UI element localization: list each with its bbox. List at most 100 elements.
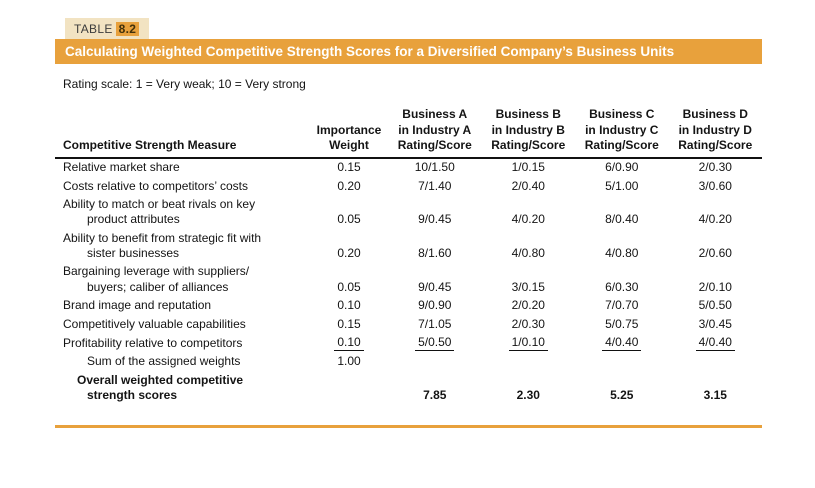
table-row: Brand image and reputation 0.10 9/0.90 2…: [55, 297, 762, 315]
col-header-business-d: Business D in Industry D Rating/Score: [668, 107, 762, 159]
measure-line: Competitively valuable capabilities: [63, 316, 246, 331]
table-tab-label: TABLE: [74, 22, 113, 36]
table-row-totals: Overall weighted competitive strength sc…: [55, 371, 762, 405]
score-cell-c: [575, 353, 669, 371]
bottom-accent-rule: [55, 424, 762, 428]
table-tab-number: 8.2: [115, 22, 140, 36]
weight-cell: 0.10: [337, 298, 361, 313]
score-cell-a: 7/1.05: [418, 316, 452, 331]
score-cell-d: 2/0.10: [698, 279, 732, 294]
score-cell-d: 4/0.20: [698, 212, 732, 227]
score-cell-a: 8/1.60: [418, 246, 452, 261]
header-line: in Industry D: [678, 122, 752, 137]
measure-line: Profitability relative to competitors: [63, 335, 243, 350]
header-line: Weight: [329, 138, 369, 153]
col-header-measure: Competitive Strength Measure: [55, 107, 310, 159]
score-cell-b: 4/0.80: [511, 246, 545, 261]
measure-cell: Costs relative to competitors’ costs: [55, 177, 310, 195]
header-line: Business B: [495, 107, 561, 121]
col-header-business-b: Business B in Industry B Rating/Score: [481, 107, 575, 159]
col-header-business-a: Business A in Industry A Rating/Score: [388, 107, 482, 159]
score-cell-a: 7/1.40: [418, 178, 452, 193]
measure-line: Relative market share: [63, 160, 180, 175]
measure-cell: Sum of the assigned weights: [55, 353, 310, 371]
score-cell-a: 5/0.50: [388, 333, 482, 352]
score-cell-a: 10/1.50: [414, 160, 455, 175]
weight-cell: 0.15: [337, 160, 361, 175]
score-cell-c: 5.25: [610, 387, 634, 402]
rating-scale-note: Rating scale: 1 = Very weak; 10 = Very s…: [63, 77, 306, 91]
header-line: Rating/Score: [678, 138, 753, 153]
measure-cell: Overall weighted competitive strength sc…: [55, 371, 310, 405]
score-cell-d: 2/0.30: [698, 160, 732, 175]
measure-cell: Relative market share: [55, 158, 310, 177]
weight-cell: 0.20: [337, 246, 361, 261]
weight-cell: 0.20: [337, 178, 361, 193]
table-title-banner: Calculating Weighted Competitive Strengt…: [55, 39, 762, 64]
score-cell-a: 9/0.45: [418, 279, 452, 294]
table-row: Costs relative to competitors’ costs 0.2…: [55, 177, 762, 195]
score-cell-b: 2/0.20: [511, 298, 545, 313]
table-row: Profitability relative to competitors 0.…: [55, 333, 762, 352]
score-cell-c: 6/0.90: [605, 160, 639, 175]
score-cell-c: 5/0.75: [605, 316, 639, 331]
measure-cell: Competitively valuable capabilities: [55, 315, 310, 333]
table-tab: TABLE 8.2: [65, 18, 150, 39]
weight-cell: 1.00: [337, 354, 361, 369]
score-cell-d: 4/0.40: [669, 333, 763, 352]
weight-cell: 0.15: [337, 316, 361, 331]
measure-cell: Profitability relative to competitors: [55, 333, 310, 352]
score-cell-c: 4/0.40: [575, 333, 669, 352]
header-line: Business C: [589, 107, 655, 121]
weight-value-underlined: 0.10: [334, 335, 364, 352]
header-row: Competitive Strength Measure Importance …: [55, 107, 762, 159]
score-cell-b: 4/0.20: [511, 212, 545, 227]
table-title: Calculating Weighted Competitive Strengt…: [65, 44, 675, 59]
score-cell-a: 9/0.45: [418, 212, 452, 227]
weight-cell: 0.10: [310, 333, 388, 352]
score-cell-d: 3/0.45: [698, 316, 732, 331]
col-header-business-c: Business C in Industry C Rating/Score: [575, 107, 669, 159]
header-line: Business D: [682, 107, 748, 121]
measure-line: Bargaining leverage with suppliers/: [63, 264, 250, 279]
score-cell-b: 2.30: [516, 387, 540, 402]
weight-cell: 0.05: [337, 279, 361, 294]
score-cell-d: 3.15: [703, 387, 727, 402]
table-body: Relative market share 0.15 10/1.50 1/0.1…: [55, 158, 762, 405]
score-cell-c: 6/0.30: [605, 279, 639, 294]
header-line: in Industry B: [491, 122, 565, 137]
table-header: Competitive Strength Measure Importance …: [55, 107, 762, 159]
weight-cell: [310, 371, 388, 405]
score-value-underlined: 4/0.40: [602, 335, 642, 352]
header-line: in Industry A: [398, 122, 472, 137]
col-header-weight: Importance Weight: [310, 107, 388, 159]
score-value-underlined: 4/0.40: [695, 335, 735, 352]
measure-cell: Brand image and reputation: [55, 297, 310, 315]
measure-cell: Bargaining leverage with suppliers/ buye…: [55, 263, 310, 297]
measure-line: Ability to match or beat rivals on key: [63, 197, 256, 211]
score-cell-c: 4/0.80: [605, 246, 639, 261]
header-line: Rating/Score: [397, 138, 472, 153]
table-figure: TABLE 8.2 Calculating Weighted Competitiv…: [55, 18, 762, 428]
table-row: Ability to benefit from strategic fit wi…: [55, 229, 762, 263]
header-line: Importance: [316, 122, 382, 137]
score-cell-b: 1/0.10: [482, 333, 576, 352]
table-row: Bargaining leverage with suppliers/ buye…: [55, 263, 762, 297]
table-row: Sum of the assigned weights 1.00: [55, 353, 762, 371]
header-line: Rating/Score: [584, 138, 659, 153]
measure-line: buyers; caliber of alliances: [87, 279, 229, 294]
score-value-underlined: 1/0.10: [508, 335, 548, 352]
measure-line: Costs relative to competitors’ costs: [63, 178, 248, 193]
header-line: Business A: [402, 107, 468, 121]
score-cell-c: 7/0.70: [605, 298, 639, 313]
score-cell-d: 5/0.50: [698, 298, 732, 313]
score-cell-c: 5/1.00: [605, 178, 639, 193]
measure-line: product attributes: [87, 212, 180, 227]
score-value-underlined: 5/0.50: [415, 335, 455, 352]
measure-line: Brand image and reputation: [63, 298, 212, 313]
table-row: Competitively valuable capabilities 0.15…: [55, 315, 762, 333]
score-cell-a: [388, 353, 482, 371]
score-cell-b: 2/0.40: [511, 178, 545, 193]
measure-line: sister businesses: [87, 246, 180, 261]
